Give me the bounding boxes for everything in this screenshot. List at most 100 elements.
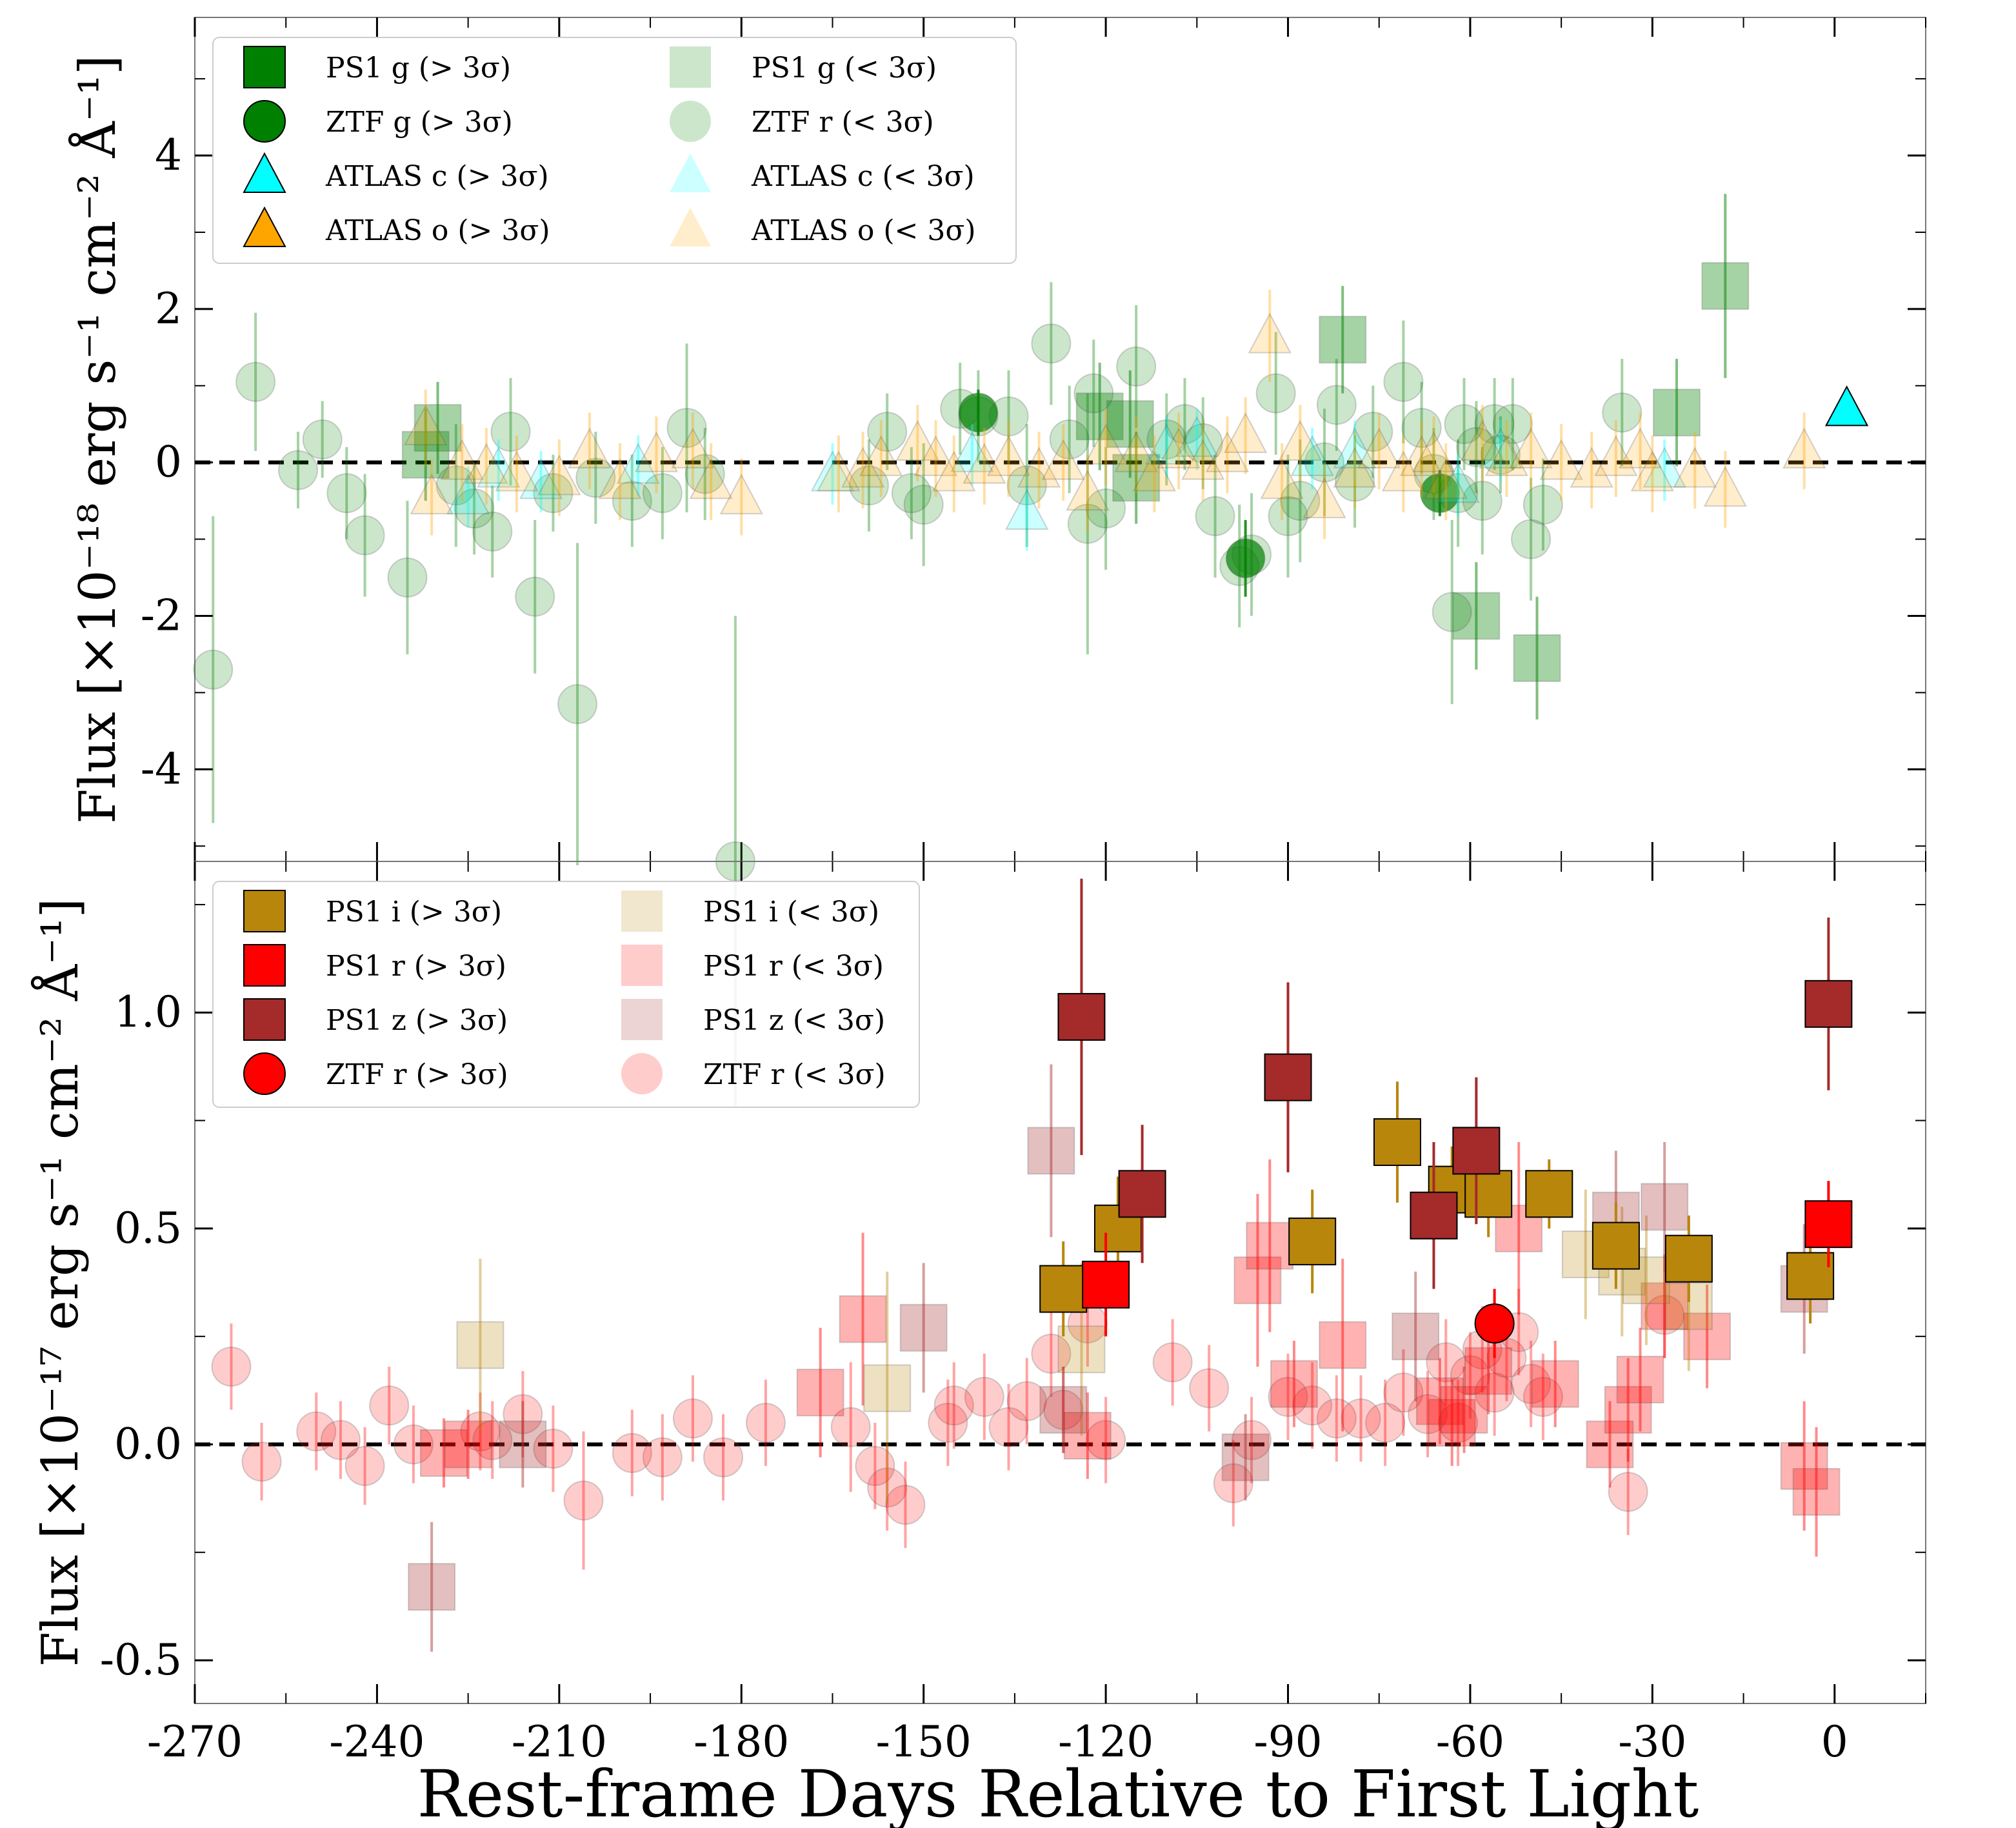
data-point-triangle: [1005, 488, 1049, 530]
legend-label: PS1 g (> 3σ): [326, 52, 511, 85]
data-point-triangle: [616, 443, 660, 484]
data-point-triangle: [1782, 427, 1826, 468]
data-point-circle: [503, 1394, 543, 1434]
data-point-circle: [211, 1347, 252, 1387]
data-point-square: [1270, 1360, 1318, 1408]
data-point-circle: [830, 1407, 871, 1447]
data-point-circle: [964, 1376, 1004, 1417]
legend-triangle-marker: [243, 206, 286, 247]
data-point-triangle: [1205, 431, 1250, 472]
data-point-triangle: [410, 474, 454, 515]
y-tick-label: 0.5: [114, 1203, 182, 1253]
legend-square-marker: [243, 944, 286, 987]
data-point-square: [1319, 316, 1367, 364]
legend-triangle-marker: [670, 154, 711, 192]
legend-circle-marker: [670, 101, 711, 142]
data-point-triangle: [963, 443, 1006, 484]
data-point-triangle: [1084, 423, 1128, 465]
data-point-square: [444, 1420, 492, 1469]
data-point-square: [1264, 1053, 1312, 1101]
data-point-triangle: [1066, 470, 1110, 511]
data-point-triangle: [495, 450, 539, 492]
data-point-square: [1319, 1321, 1367, 1369]
data-point-circle: [1408, 1394, 1448, 1434]
data-point-triangle: [689, 458, 733, 499]
data-point-circle: [1432, 592, 1472, 632]
data-point-triangle: [1436, 462, 1480, 503]
data-point-triangle: [568, 427, 612, 468]
x-tick-label: -60: [1436, 1717, 1504, 1767]
data-point-square: [1452, 1127, 1501, 1175]
data-point-circle: [326, 473, 367, 514]
data-point-triangle: [1461, 419, 1504, 461]
data-point-triangle: [1424, 458, 1468, 499]
x-tick-label: -240: [329, 1717, 424, 1767]
data-point-triangle: [986, 435, 1031, 476]
data-point-square: [1586, 1420, 1634, 1469]
data-point-circle: [848, 465, 889, 506]
data-point-circle: [1031, 1333, 1072, 1374]
data-point-circle: [1268, 496, 1308, 536]
legend-circle-marker: [621, 1053, 663, 1094]
legend-square-marker: [243, 46, 286, 88]
data-point-circle: [454, 488, 495, 529]
legend-square-marker: [621, 890, 663, 932]
data-point-circle: [1444, 404, 1484, 445]
data-point-circle: [557, 684, 598, 725]
data-point-triangle: [446, 474, 490, 515]
data-point-circle: [1213, 1463, 1253, 1503]
x-tick-label: -180: [694, 1717, 789, 1767]
data-point-triangle: [1017, 447, 1061, 488]
data-point-circle: [1073, 373, 1114, 414]
data-point-square: [1288, 1217, 1337, 1265]
data-point-triangle: [859, 435, 903, 476]
series-ps1-r-3: [1082, 1181, 1853, 1337]
legend-square-marker: [670, 46, 711, 88]
data-point-triangle: [404, 405, 448, 446]
y-tick-label: 4: [155, 130, 182, 180]
x-tick-label: -210: [512, 1717, 607, 1767]
data-point-triangle: [477, 447, 521, 488]
data-point-square: [1616, 1356, 1664, 1404]
series-atlas-o-3: [404, 290, 1826, 539]
data-point-circle: [684, 454, 725, 494]
data-point-circle: [666, 408, 707, 448]
data-point-circle: [575, 457, 616, 498]
x-axis-title: Rest-frame Days Relative to First Light: [417, 1756, 1699, 1828]
data-point-circle: [1164, 404, 1205, 445]
data-point-triangle: [634, 431, 679, 472]
data-point-circle: [1401, 408, 1442, 448]
data-point-triangle: [913, 435, 958, 476]
data-point-circle: [1474, 404, 1515, 445]
legend-label: ZTF g (> 3σ): [326, 106, 513, 139]
data-point-square: [408, 1563, 456, 1611]
data-point-circle: [745, 1403, 786, 1443]
data-point-triangle: [1290, 435, 1334, 476]
data-point-circle: [320, 1420, 361, 1460]
data-point-triangle: [1181, 439, 1225, 480]
data-point-triangle: [1157, 427, 1201, 468]
data-point-square: [1464, 1170, 1513, 1218]
series-atlas-c-3: [1824, 385, 1869, 427]
data-point-triangle: [1509, 427, 1553, 468]
x-tick-label: -120: [1058, 1717, 1153, 1767]
legend-label: ATLAS c (> 3σ): [325, 160, 549, 193]
data-point-circle: [903, 485, 944, 525]
data-point-circle: [1195, 496, 1235, 536]
data-point-triangle: [1132, 450, 1177, 492]
data-point-circle: [1462, 481, 1502, 521]
data-point-triangle: [1824, 385, 1869, 427]
y-tick-label: 0.0: [114, 1419, 182, 1469]
data-point-circle: [1280, 481, 1321, 521]
data-point-circle: [1183, 423, 1223, 463]
data-point-circle: [1189, 1368, 1230, 1409]
data-point-circle: [472, 511, 513, 552]
y-tick-label: 0: [155, 437, 182, 487]
data-point-circle: [867, 412, 908, 452]
data-point-triangle: [1539, 439, 1583, 480]
data-point-circle: [563, 1480, 604, 1521]
data-point-triangle: [1703, 466, 1748, 507]
data-point-circle: [1522, 1376, 1563, 1417]
series-ztf-r-3: [211, 1271, 1685, 1570]
